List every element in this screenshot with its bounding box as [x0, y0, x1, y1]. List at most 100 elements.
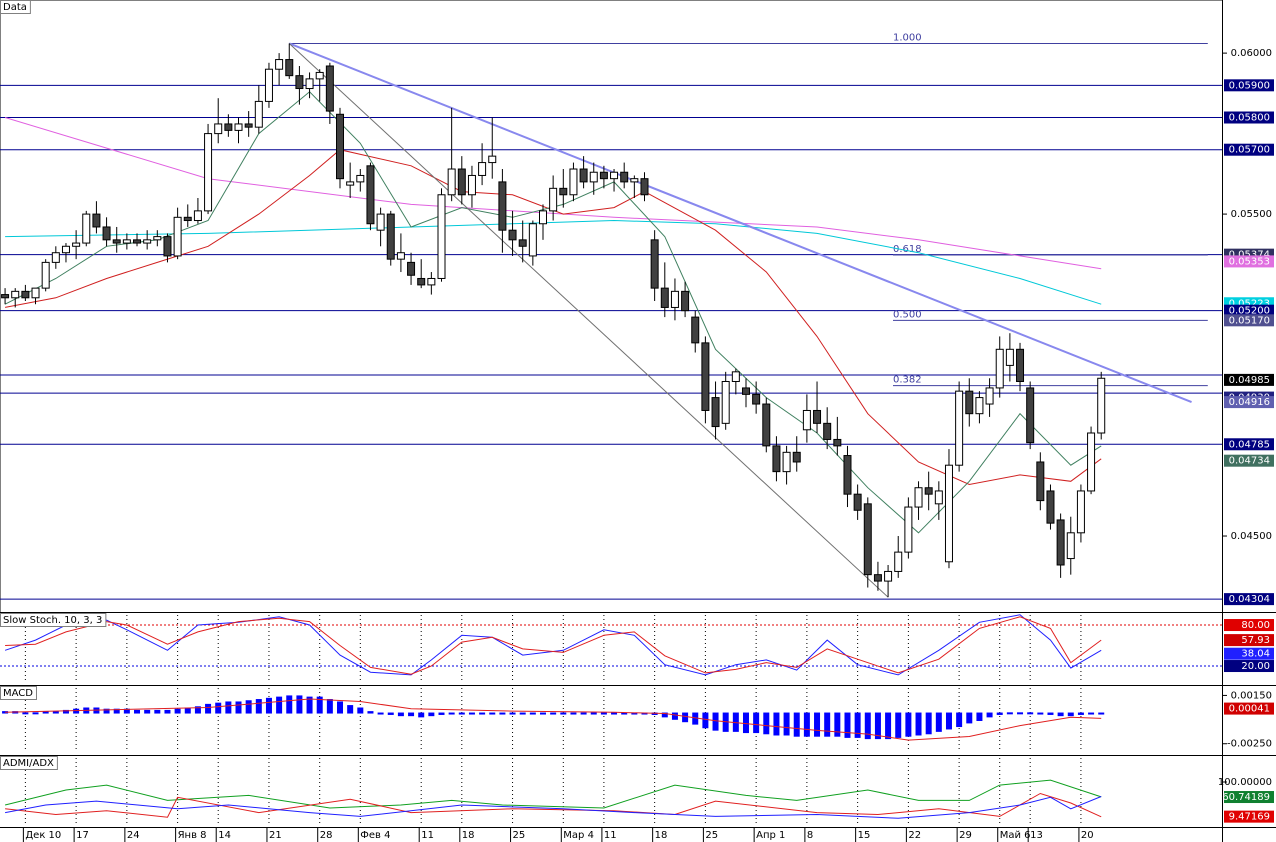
macd-bar	[956, 712, 963, 728]
candle-body	[630, 178, 639, 183]
candle-body	[833, 438, 842, 447]
price-label: 0.05353	[1229, 256, 1270, 267]
macd-bar	[854, 712, 861, 738]
x-tick-label: 13	[1030, 830, 1043, 841]
macd-bar	[1077, 712, 1084, 715]
x-tick-label: 17	[76, 830, 89, 841]
macd-bar	[32, 712, 39, 715]
price-label-box	[1224, 396, 1274, 409]
candle-body	[214, 123, 223, 135]
macd-bar	[641, 712, 648, 715]
candle-body	[407, 261, 416, 276]
candle-body	[488, 155, 497, 164]
candle-body	[955, 390, 964, 466]
candle-body	[995, 348, 1004, 389]
panel-title-box	[0, 613, 107, 627]
macd-bar	[408, 712, 415, 717]
candle-body	[193, 210, 202, 222]
candle-body	[894, 551, 903, 572]
macd-bar	[773, 712, 780, 736]
candle-body	[133, 239, 142, 244]
price-label: 0.04734	[1229, 456, 1270, 467]
price-label: 60.74189	[1222, 792, 1270, 803]
x-tick-label: 18	[462, 830, 475, 841]
candle-body	[1, 294, 10, 299]
candle-body	[721, 380, 730, 424]
macd-bar	[245, 700, 252, 714]
price-label: 38.04	[1241, 649, 1270, 660]
x-tick-label: Апр 1	[756, 830, 785, 841]
candle-body	[244, 123, 253, 128]
macd-bar	[42, 711, 49, 714]
candle-body	[965, 390, 974, 415]
candle-body	[1005, 348, 1014, 366]
macd-bar	[1027, 712, 1034, 715]
macd-bar	[205, 703, 212, 714]
panel-title: Slow Stoch. 10, 3, 3	[3, 615, 102, 626]
price-label-box	[1224, 143, 1274, 156]
macd-bar	[62, 709, 69, 714]
x-tick-label: Дек 10	[25, 830, 61, 841]
price-label-box	[1224, 111, 1274, 124]
macd-bar	[103, 708, 110, 714]
indicator-line	[5, 149, 1102, 486]
candle-body	[508, 229, 517, 241]
indicator-line	[5, 698, 1102, 741]
macd-bar	[732, 712, 739, 732]
candle-body	[549, 187, 558, 212]
macd-bar	[22, 712, 29, 715]
candle-body	[802, 409, 811, 431]
macd-bar	[580, 712, 587, 715]
macd-bar	[611, 712, 618, 715]
macd-bar	[123, 708, 130, 714]
macd-bar	[712, 712, 719, 731]
candle-body	[620, 171, 629, 183]
candle-body	[478, 162, 487, 176]
macd-bar	[661, 712, 668, 718]
x-tick-label: 20	[1081, 830, 1094, 841]
macd-bar	[438, 712, 445, 715]
x-tick-label: 18	[655, 830, 668, 841]
macd-bar	[742, 712, 749, 734]
macd-bar	[306, 696, 313, 714]
candle-body	[163, 236, 172, 257]
macd-bar	[73, 708, 80, 714]
price-label-box	[1224, 810, 1274, 823]
macd-bar	[783, 712, 790, 736]
fib-label: 0.618	[893, 244, 922, 255]
x-tick-label: 28	[320, 830, 333, 841]
x-tick-label: 11	[604, 830, 617, 841]
macd-bar	[499, 712, 506, 715]
macd-bar	[265, 697, 272, 714]
x-tick-label: 22	[908, 830, 921, 841]
candle-body	[944, 464, 953, 563]
macd-bar	[337, 701, 344, 714]
x-tick-label: Фев 4	[360, 830, 390, 841]
macd-bar	[387, 712, 394, 715]
x-tick-label: 14	[218, 830, 231, 841]
macd-bar	[895, 712, 902, 738]
macd-bar	[154, 709, 161, 714]
macd-bar	[519, 712, 526, 715]
candle-body	[305, 78, 314, 90]
candle-body	[752, 393, 761, 405]
candle-body	[122, 239, 131, 244]
candle-body	[670, 290, 679, 308]
macd-bar	[377, 712, 384, 715]
macd-bar	[1098, 712, 1105, 715]
macd-bar	[935, 712, 942, 732]
price-label: 0.05700	[1229, 145, 1270, 156]
y-tick-label: 0.05500	[1231, 209, 1272, 220]
macd-bar	[885, 712, 892, 740]
macd-bar	[316, 696, 323, 714]
y-tick-label: 0.04500	[1231, 531, 1272, 542]
candle-body	[153, 236, 162, 241]
macd-bar	[479, 712, 486, 715]
panel-title-box	[0, 0, 31, 14]
panel-title-box	[0, 756, 58, 770]
macd-bar	[296, 695, 303, 714]
candle-body	[823, 422, 832, 440]
candle-body	[528, 223, 537, 257]
macd-bar	[347, 705, 354, 714]
